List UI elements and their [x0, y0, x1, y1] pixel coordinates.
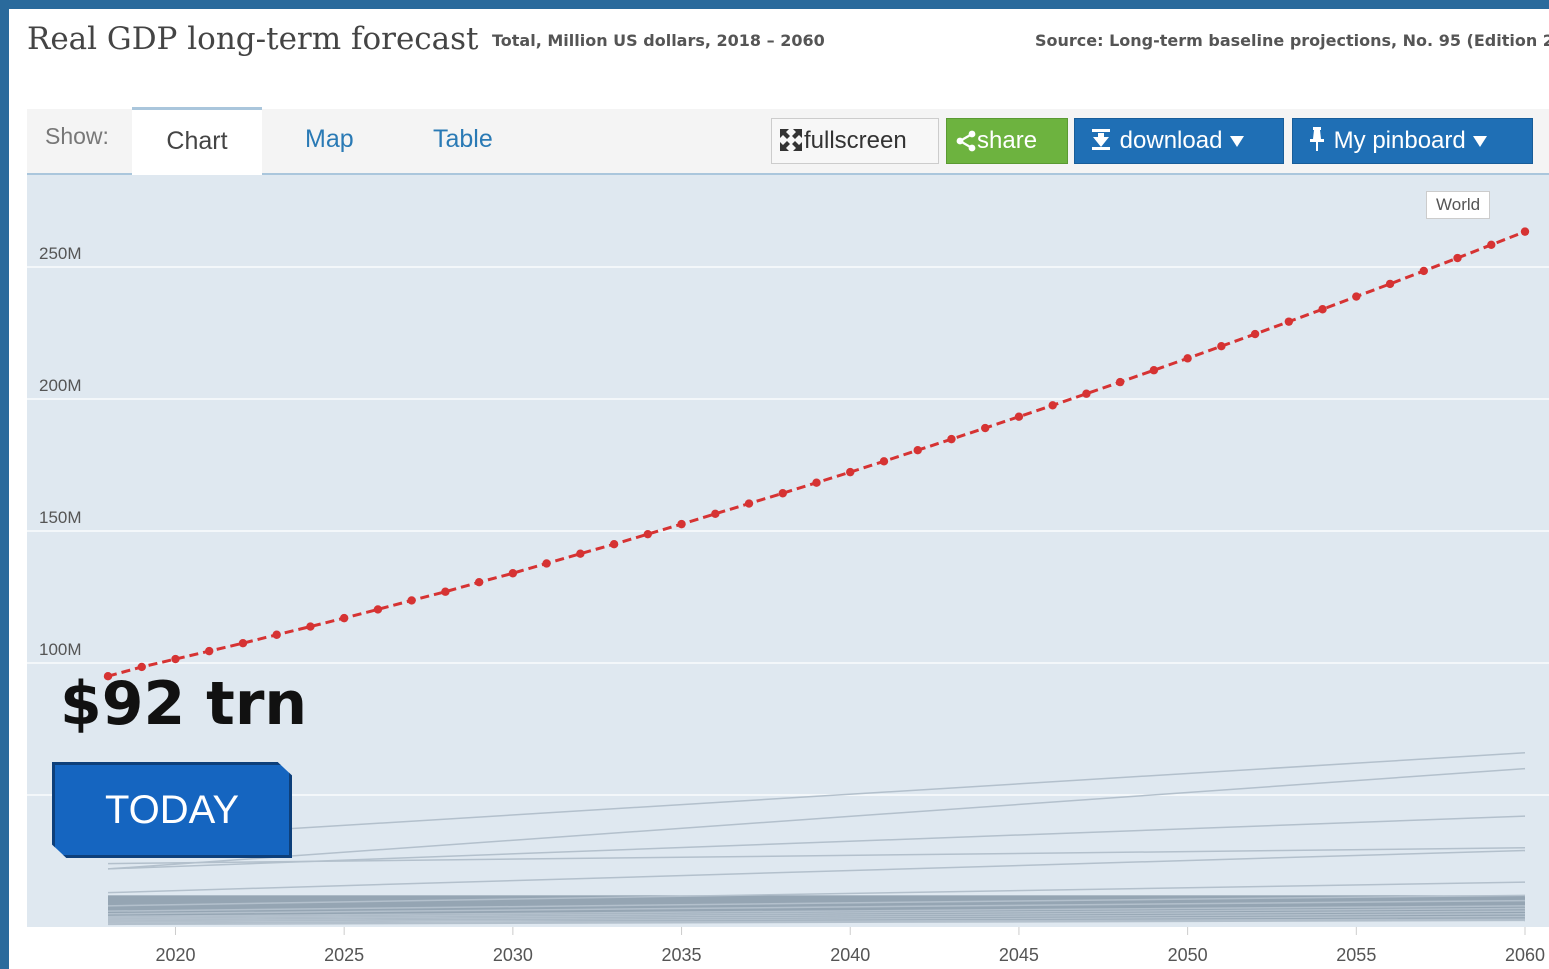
x-tick-label: 2040 — [830, 945, 870, 965]
data-point-world — [1284, 317, 1294, 326]
data-point-world — [1318, 305, 1327, 314]
fullscreen-button[interactable]: fullscreen — [771, 118, 939, 164]
share-icon — [956, 130, 976, 152]
x-tick-label: 2025 — [324, 945, 364, 965]
background-series-line — [107, 894, 1526, 912]
background-series-line — [107, 752, 1526, 841]
background-series-line — [107, 907, 1526, 919]
caret-down-icon — [1473, 136, 1488, 147]
caret-down-icon — [1230, 136, 1245, 147]
data-point-world — [238, 639, 248, 648]
background-series-line — [107, 767, 1526, 870]
data-point-world — [373, 605, 383, 614]
data-point-world — [879, 457, 889, 466]
data-point-world — [980, 423, 990, 433]
data-point-world — [441, 587, 450, 596]
background-series-line — [107, 815, 1526, 870]
data-point-world — [474, 578, 484, 587]
data-point-world — [913, 446, 922, 455]
data-point-world — [643, 529, 653, 539]
data-point-world — [1217, 342, 1226, 351]
data-point-world — [711, 509, 720, 519]
data-point-world — [339, 613, 349, 623]
share-button[interactable]: share — [946, 118, 1068, 164]
pinboard-label: My pinboard — [1333, 127, 1466, 154]
data-point-world — [1385, 279, 1395, 289]
data-point-world — [1352, 292, 1361, 301]
background-series-line — [107, 847, 1526, 865]
download-label: download — [1119, 127, 1223, 154]
data-point-world — [1082, 389, 1091, 398]
data-point-world — [609, 540, 619, 549]
data-point-world — [137, 662, 146, 672]
data-point-world — [171, 654, 180, 664]
data-point-world — [1183, 354, 1192, 363]
page-subtitle: Total, Million US dollars, 2018 – 2060 — [492, 31, 825, 50]
y-tick-label: 150M — [39, 508, 82, 527]
data-point-world — [1149, 366, 1159, 375]
x-tick-label: 2045 — [999, 945, 1039, 965]
fullscreen-label: fullscreen — [804, 127, 907, 154]
background-series-line — [107, 905, 1526, 918]
x-tick-label: 2030 — [493, 945, 533, 965]
tab-table[interactable]: Table — [433, 125, 493, 153]
data-point-world — [947, 434, 956, 444]
pin-icon — [1310, 127, 1324, 151]
pinboard-button[interactable]: My pinboard — [1292, 118, 1533, 164]
data-point-world — [508, 569, 518, 578]
data-point-world — [272, 630, 281, 639]
background-series-line — [107, 899, 1526, 915]
tab-map[interactable]: Map — [305, 125, 354, 153]
data-point-world — [576, 549, 585, 558]
data-point-world — [306, 622, 315, 631]
fullscreen-icon — [780, 129, 802, 151]
app-frame: Real GDP long-term forecast Total, Milli… — [9, 9, 1549, 969]
data-point-world — [103, 672, 113, 681]
y-tick-label: 250M — [39, 244, 82, 263]
download-button[interactable]: download — [1074, 118, 1284, 164]
background-series-line — [107, 910, 1526, 920]
x-tick-label: 2060 — [1505, 945, 1545, 965]
tab-chart[interactable]: Chart — [132, 107, 262, 175]
x-tick-label: 2050 — [1168, 945, 1208, 965]
data-point-world — [407, 596, 416, 605]
data-point-world — [1520, 227, 1530, 236]
data-point-world — [744, 499, 754, 508]
data-point-world — [1453, 253, 1462, 263]
background-series-line — [107, 881, 1526, 907]
data-point-world — [1115, 377, 1125, 387]
data-point-world — [1250, 329, 1260, 339]
today-badge: TODAY — [52, 762, 292, 858]
data-point-world — [1419, 266, 1428, 276]
x-tick-label: 2035 — [662, 945, 702, 965]
callout-value: $92 trn — [60, 669, 308, 739]
data-point-world — [812, 478, 821, 487]
y-tick-label: 100M — [39, 640, 82, 659]
data-point-world — [846, 467, 855, 477]
source-note: Source: Long-term baseline projections, … — [1035, 31, 1549, 50]
data-point-world — [677, 519, 686, 529]
download-icon — [1092, 129, 1110, 150]
data-point-world — [205, 646, 214, 656]
show-label: Show: — [45, 123, 109, 149]
y-tick-label: 200M — [39, 376, 82, 395]
share-label: share — [977, 127, 1038, 154]
background-series-line — [107, 915, 1526, 923]
data-point-world — [1048, 401, 1057, 410]
background-series-line — [107, 918, 1526, 924]
x-tick-label: 2020 — [155, 945, 195, 965]
page-title: Real GDP long-term forecast — [27, 21, 479, 57]
data-point-world — [542, 559, 551, 568]
data-point-world — [778, 489, 787, 498]
background-series-line — [107, 849, 1526, 894]
data-point-world — [1014, 412, 1024, 421]
series-label-world: World — [1426, 191, 1491, 219]
view-tab-bar: Show: Chart Map Table fullscreen share — [27, 107, 1549, 175]
x-tick-label: 2055 — [1336, 945, 1376, 965]
background-series-line — [107, 919, 1526, 926]
data-point-world — [1487, 240, 1496, 250]
background-series-line — [107, 913, 1526, 922]
